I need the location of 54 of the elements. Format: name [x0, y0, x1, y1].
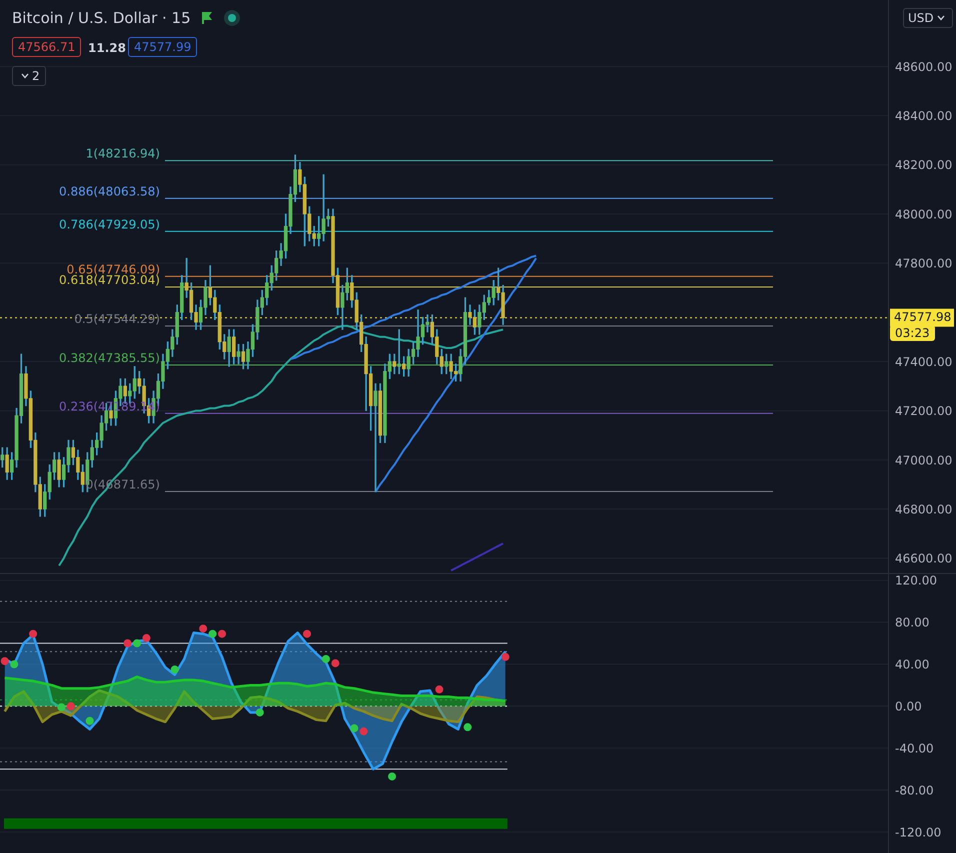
annotation: 47577.99 [134, 40, 192, 54]
y-tick-label: 48400.00 [895, 108, 952, 123]
point [124, 639, 132, 648]
ref-line-label: 0.786(47929.05) [59, 218, 160, 232]
y-tick-label: 48200.00 [895, 158, 952, 172]
y-tick-label: 47200.00 [895, 404, 952, 418]
y-tick-label: 48600.00 [895, 60, 952, 74]
text: 03:23 [895, 326, 930, 340]
y-tick-label: -40.00 [895, 742, 934, 756]
text: USD [908, 11, 934, 25]
point [57, 703, 66, 712]
ref-line-label: 47577.98 [894, 310, 952, 324]
point [322, 654, 330, 663]
ref-line-label: 1(48216.94) [86, 146, 160, 161]
point [501, 652, 510, 661]
point [331, 659, 340, 668]
y-tick-label: 80.00 [895, 616, 930, 630]
y-tick-label: 40.00 [895, 658, 930, 672]
y-tick-label: 0.00 [895, 700, 922, 714]
ref-line-label: 0.886(48063.58) [59, 184, 160, 198]
point [208, 630, 217, 638]
ref-line-label: 0.382(47385.55) [59, 351, 160, 366]
point [0, 657, 9, 666]
y-tick-label: 47400.00 [895, 354, 952, 369]
annotation: 47566.71 [18, 40, 76, 54]
point [350, 724, 358, 732]
point [435, 685, 444, 694]
point [199, 624, 208, 633]
point [66, 702, 75, 710]
point [10, 660, 18, 668]
y-tick-label: 47800.00 [895, 256, 952, 271]
annotation: 11.28 [88, 41, 126, 55]
point [170, 665, 179, 674]
y-tick-label: 46800.00 [895, 502, 952, 516]
point [132, 639, 141, 648]
point [29, 630, 38, 638]
y-tick-label: 47000.00 [895, 453, 952, 468]
point [218, 630, 226, 638]
point [303, 630, 312, 638]
point [142, 634, 150, 642]
point [86, 716, 94, 725]
point [256, 708, 264, 716]
point [388, 772, 396, 780]
y-tick-label: -80.00 [895, 783, 934, 798]
candlestick [374, 383, 378, 492]
point [464, 723, 472, 732]
y-tick-label: 46600.00 [895, 552, 952, 566]
text: Bitcoin / U.S. Dollar · 15 [12, 9, 191, 27]
ref-line-label: 0.5(47544.29) [74, 312, 160, 326]
point [360, 727, 368, 736]
y-tick-label: 48000.00 [895, 207, 952, 222]
annotation: 2 [32, 69, 40, 83]
y-tick-label: 120.00 [895, 574, 937, 588]
y-tick-label: -120.00 [895, 825, 942, 840]
